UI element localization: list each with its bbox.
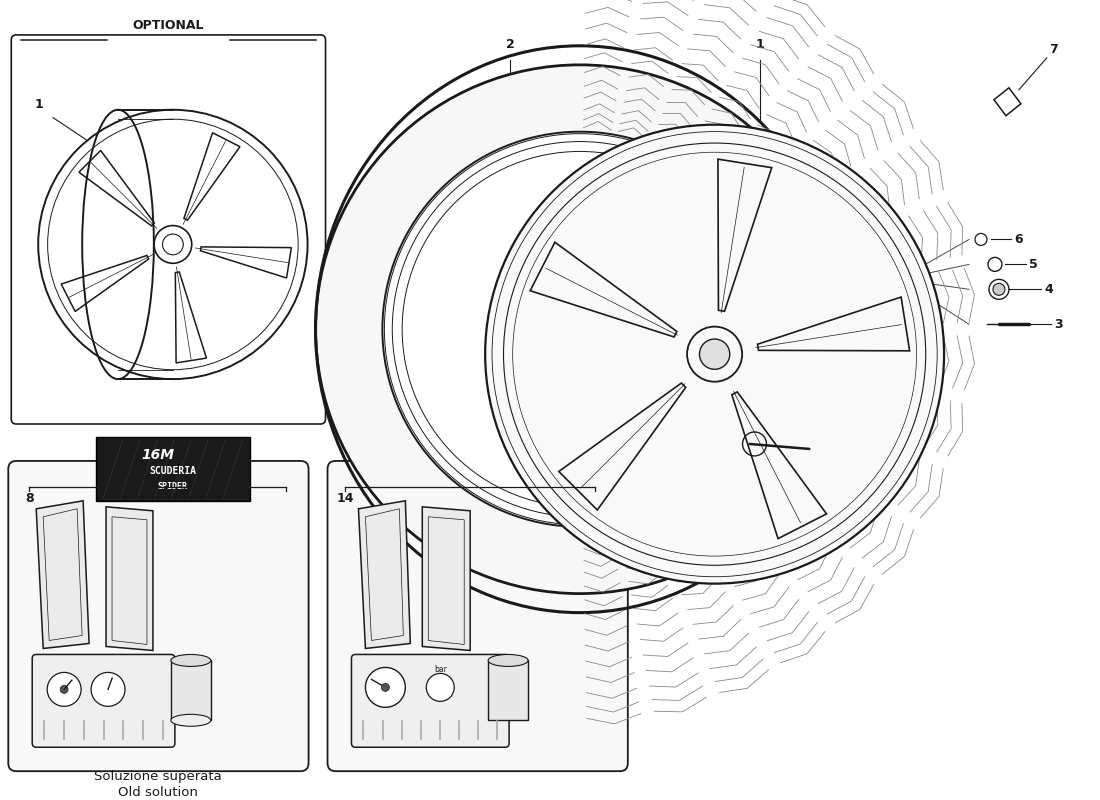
Ellipse shape [170, 714, 211, 726]
Circle shape [47, 673, 81, 706]
FancyBboxPatch shape [96, 437, 250, 501]
FancyBboxPatch shape [328, 461, 628, 771]
Text: 1: 1 [755, 38, 763, 51]
Text: 15: 15 [557, 492, 574, 506]
FancyBboxPatch shape [32, 654, 175, 747]
Polygon shape [422, 507, 470, 650]
Bar [488, 661, 528, 720]
Text: 2: 2 [506, 38, 515, 51]
Circle shape [427, 674, 454, 702]
Text: SCUDERIA: SCUDERIA [150, 466, 197, 476]
Ellipse shape [488, 654, 528, 666]
Text: SPIDER: SPIDER [158, 482, 188, 491]
Ellipse shape [170, 654, 211, 666]
Text: 3: 3 [1055, 318, 1063, 330]
Text: 9: 9 [229, 492, 238, 506]
Text: 1: 1 [35, 98, 44, 111]
Text: OPTIONAL: OPTIONAL [133, 19, 205, 32]
Text: 8: 8 [25, 492, 33, 506]
Circle shape [700, 339, 729, 370]
Circle shape [316, 65, 845, 594]
Text: 12: 12 [130, 492, 147, 506]
FancyBboxPatch shape [9, 461, 309, 771]
Text: 14: 14 [337, 492, 354, 506]
Text: Old solution: Old solution [118, 786, 198, 798]
Circle shape [485, 125, 944, 584]
Circle shape [91, 673, 125, 706]
Text: 13: 13 [462, 470, 478, 483]
Text: 16M: 16M [142, 448, 175, 462]
Text: 5: 5 [1030, 258, 1038, 271]
Text: bar: bar [433, 665, 447, 674]
Text: 4: 4 [1045, 283, 1053, 296]
Circle shape [993, 283, 1005, 295]
Text: 7: 7 [1049, 43, 1058, 56]
Circle shape [365, 667, 405, 707]
Polygon shape [36, 501, 89, 649]
FancyBboxPatch shape [352, 654, 509, 747]
Text: Soluzione superata: Soluzione superata [94, 770, 222, 782]
Circle shape [383, 132, 778, 526]
Text: 10: 10 [696, 482, 714, 495]
Circle shape [382, 683, 389, 691]
Circle shape [60, 686, 68, 694]
Text: tuning
passion
885: tuning passion 885 [406, 274, 694, 483]
Text: 11: 11 [150, 470, 167, 483]
Bar [170, 661, 211, 720]
Text: 6: 6 [1014, 233, 1023, 246]
Text: 16: 16 [462, 492, 478, 506]
Polygon shape [106, 507, 153, 650]
Polygon shape [359, 501, 410, 649]
